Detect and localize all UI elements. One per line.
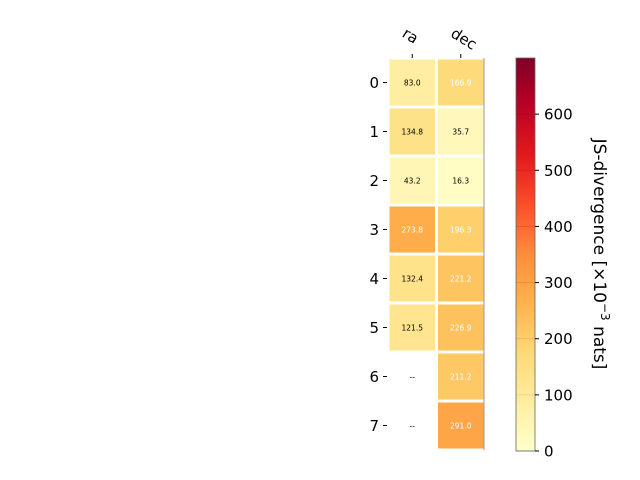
heatmap-cell [438,206,484,253]
heatmap-cell [389,255,435,302]
heatmap-cell [389,157,435,204]
row-tick-label: 2 [369,172,379,190]
colorbar: 0 100 200 300 400 500 600 JS-divergence [×10−3 … [515,57,612,461]
column-tick-label: dec [448,24,480,54]
heatmap-cell [389,304,435,351]
colorbar-tick-label: 0 [544,443,554,461]
cell-value-label: 196.3 [450,226,472,235]
cell-value-label: 16.3 [452,177,469,186]
colorbar-label-unit: nats] [589,321,609,370]
row-ticks: 0 1 2 3 4 5 6 7 [369,74,387,435]
cell-value-label: -- [410,422,416,431]
heatmap-cell [389,108,435,155]
cell-value-label: 132.4 [402,275,424,284]
heatmap-cell [438,304,484,351]
row-tick-label: 7 [369,417,379,435]
row-tick-label: 6 [369,368,379,386]
heatmap-cell [438,59,484,106]
column-tick-label: ra [399,24,422,47]
row-tick-label: 3 [369,221,379,239]
cell-value-label: 211.2 [450,373,472,382]
cell-value-label: 83.0 [404,79,421,88]
cell-value-label: 121.5 [402,324,424,333]
colorbar-label-exponent: −3 [598,303,612,321]
cell-value-label: 134.8 [402,128,424,137]
colorbar-tick-label: 600 [544,106,573,124]
cell-value-label: 273.8 [402,226,424,235]
heatmap-cell [438,255,484,302]
cell-value-label: 35.7 [452,128,469,137]
heatmap-cells: 83.0 166.9 134.8 35.7 43.2 16.3 273.8 196.3 132.… [389,58,485,450]
heatmap-cell [389,59,435,106]
row-tick-label: 0 [369,74,379,92]
colorbar-label-main: JS-divergence [×10 [589,138,609,303]
cell-value-label: 166.9 [450,79,472,88]
colorbar-tick-label: 300 [544,274,573,292]
column-ticks: ra dec [399,24,480,58]
colorbar-label: JS-divergence [×10−3 nats] [589,138,612,370]
colorbar-tick-label: 100 [544,386,573,404]
cell-value-label: 226.9 [450,324,472,333]
row-tick-label: 4 [369,270,379,288]
cell-value-label: 221.2 [450,275,472,284]
cell-value-label: 291.0 [450,422,472,431]
heatmap-cell [438,108,484,155]
heatmap-cell [438,353,484,400]
heatmap-cell [438,157,484,204]
colorbar-tick-label: 200 [544,330,573,348]
heatmap-cell [438,402,484,449]
cell-value-label: -- [410,373,416,382]
row-tick-label: 5 [369,319,379,337]
cell-value-label: 43.2 [404,177,421,186]
heatmap-cell [389,206,435,253]
row-tick-label: 1 [369,123,379,141]
colorbar-tick-label: 500 [544,162,573,180]
colorbar-tick-label: 400 [544,218,573,236]
colorbar-gradient [515,57,536,452]
